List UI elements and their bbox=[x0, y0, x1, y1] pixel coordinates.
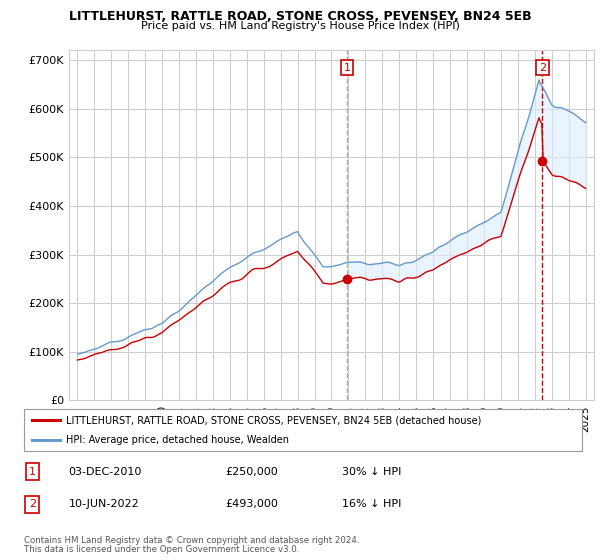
Text: Price paid vs. HM Land Registry's House Price Index (HPI): Price paid vs. HM Land Registry's House … bbox=[140, 21, 460, 31]
Text: LITTLEHURST, RATTLE ROAD, STONE CROSS, PEVENSEY, BN24 5EB: LITTLEHURST, RATTLE ROAD, STONE CROSS, P… bbox=[68, 10, 532, 23]
Text: This data is licensed under the Open Government Licence v3.0.: This data is licensed under the Open Gov… bbox=[24, 545, 299, 554]
Text: 16% ↓ HPI: 16% ↓ HPI bbox=[342, 500, 401, 510]
Text: 1: 1 bbox=[29, 466, 36, 477]
Text: 2: 2 bbox=[29, 500, 36, 510]
Text: 03-DEC-2010: 03-DEC-2010 bbox=[68, 466, 142, 477]
Text: LITTLEHURST, RATTLE ROAD, STONE CROSS, PEVENSEY, BN24 5EB (detached house): LITTLEHURST, RATTLE ROAD, STONE CROSS, P… bbox=[66, 415, 481, 425]
Text: Contains HM Land Registry data © Crown copyright and database right 2024.: Contains HM Land Registry data © Crown c… bbox=[24, 536, 359, 545]
Text: 30% ↓ HPI: 30% ↓ HPI bbox=[342, 466, 401, 477]
Text: 1: 1 bbox=[344, 63, 350, 73]
Text: 2: 2 bbox=[539, 63, 546, 73]
Text: HPI: Average price, detached house, Wealden: HPI: Average price, detached house, Weal… bbox=[66, 435, 289, 445]
Text: £493,000: £493,000 bbox=[225, 500, 278, 510]
Text: 10-JUN-2022: 10-JUN-2022 bbox=[68, 500, 139, 510]
Text: £250,000: £250,000 bbox=[225, 466, 278, 477]
